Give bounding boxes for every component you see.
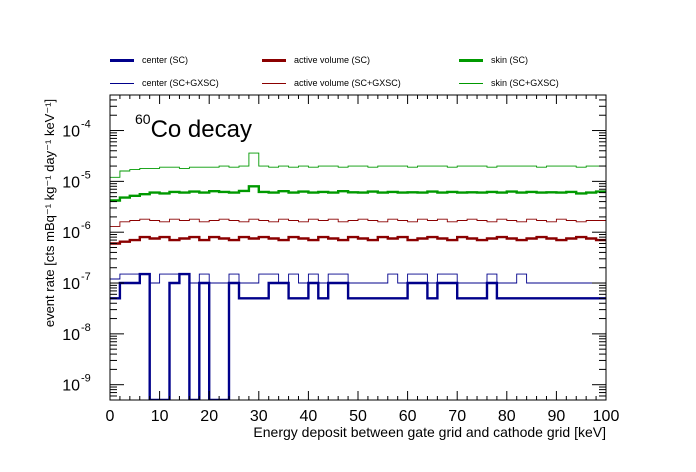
x-tick-label: 90	[548, 408, 566, 425]
legend-item: active volume (SC)	[262, 55, 370, 65]
x-tick-label: 0	[106, 408, 115, 425]
legend-label: active volume (SC)	[294, 55, 371, 65]
y-tick-exponent: -6	[81, 220, 91, 232]
series-line	[110, 185, 606, 202]
y-tick-label: 10	[62, 276, 80, 293]
legend-label: center (SC+GXSC)	[142, 78, 219, 88]
legend-label: center (SC)	[142, 55, 189, 65]
x-tick-label: 20	[200, 408, 218, 425]
annotation-text: Co decay	[150, 116, 252, 143]
x-tick-label: 10	[151, 408, 169, 425]
y-tick-exponent: -9	[81, 373, 91, 385]
y-tick-exponent: -5	[81, 169, 91, 181]
legend-swatch	[110, 82, 134, 84]
legend-label: skin (SC+GXSC)	[491, 78, 559, 88]
legend-swatch	[459, 82, 483, 84]
x-tick-label: 30	[250, 408, 268, 425]
x-tick-label: 40	[300, 408, 318, 425]
legend-item: center (SC)	[110, 55, 188, 65]
isotope-mass-number: 60	[135, 111, 151, 127]
x-tick-label: 100	[593, 408, 620, 425]
y-tick-label: 10	[62, 225, 80, 242]
legend-item: active volume (SC+GXSC)	[262, 78, 401, 88]
x-tick-label: 80	[498, 408, 516, 425]
legend-item: skin (SC+GXSC)	[459, 78, 559, 88]
x-tick-label: 70	[448, 408, 466, 425]
x-tick-label: 60	[399, 408, 417, 425]
legend-label: skin (SC)	[491, 55, 529, 65]
x-axis-label: Energy deposit between gate grid and cat…	[253, 424, 606, 440]
y-tick-exponent: -8	[81, 322, 91, 334]
legend-label: active volume (SC+GXSC)	[294, 78, 401, 88]
legend-swatch	[262, 58, 286, 62]
series-line	[110, 235, 606, 245]
y-tick-exponent: -7	[81, 271, 91, 283]
y-tick-label: 10	[62, 327, 80, 344]
series-line	[110, 272, 606, 400]
chart-legend: center (SC) active volume (SC) skin (SC)…	[0, 0, 696, 100]
series-line	[110, 273, 606, 284]
y-tick-label: 10	[62, 378, 80, 395]
legend-swatch	[262, 82, 286, 84]
series-line	[110, 218, 606, 227]
y-axis-label: event rate [cts mBq⁻¹ kg⁻¹ day⁻¹ keV⁻¹]	[42, 98, 57, 328]
y-tick-exponent: -4	[81, 119, 91, 131]
legend-item: center (SC+GXSC)	[110, 78, 219, 88]
y-tick-label: 10	[62, 174, 80, 191]
decay-annotation: 60Co decay	[135, 111, 252, 144]
legend-swatch	[110, 58, 134, 62]
series-line	[110, 152, 606, 178]
legend-swatch	[459, 58, 483, 62]
y-tick-label: 10	[62, 124, 80, 141]
x-tick-label: 50	[349, 408, 367, 425]
legend-item: skin (SC)	[459, 55, 528, 65]
